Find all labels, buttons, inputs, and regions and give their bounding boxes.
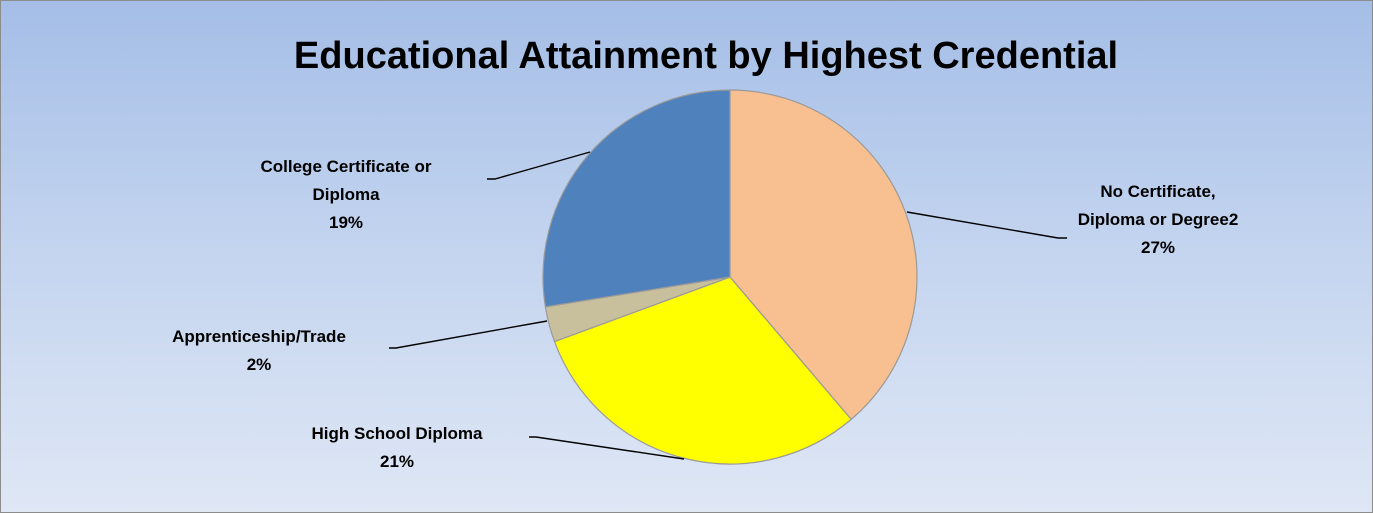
leader-line-high-school — [529, 436, 685, 460]
slice-label-high-school-line1: High School Diploma — [311, 424, 483, 443]
slice-label-college: College Certificate or Diploma 19% — [211, 153, 481, 237]
slice-label-no-certificate-line2: Diploma or Degree2 — [1077, 210, 1239, 229]
chart-title: Educational Attainment by Highest Creden… — [293, 35, 1119, 77]
slice-percent-apprenticeship: 2% — [246, 355, 272, 374]
slice-label-apprenticeship-line1: Apprenticeship/Trade — [172, 327, 346, 346]
slice-label-apprenticeship: Apprenticeship/Trade 2% — [131, 323, 387, 379]
slice-label-no-certificate: No Certificate, Diploma or Degree2 27% — [1063, 178, 1253, 262]
slice-label-college-line1: College Certificate or — [260, 157, 432, 176]
leader-line-no-certificate — [906, 211, 1067, 239]
leader-line-college — [487, 151, 591, 180]
pie-slice-no-certificate — [729, 89, 918, 421]
pie-slice-high-school — [553, 276, 853, 465]
slice-percent-college: 19% — [328, 213, 364, 232]
slice-percent-high-school: 21% — [379, 452, 415, 471]
slice-label-high-school: High School Diploma 21% — [267, 420, 527, 476]
slice-label-no-certificate-line1: No Certificate, — [1100, 182, 1216, 201]
pie-slice-college — [542, 89, 731, 308]
leader-line-apprenticeship — [389, 320, 548, 349]
slice-percent-no-certificate: 27% — [1140, 238, 1176, 257]
slice-label-college-line2: Diploma — [312, 185, 380, 204]
